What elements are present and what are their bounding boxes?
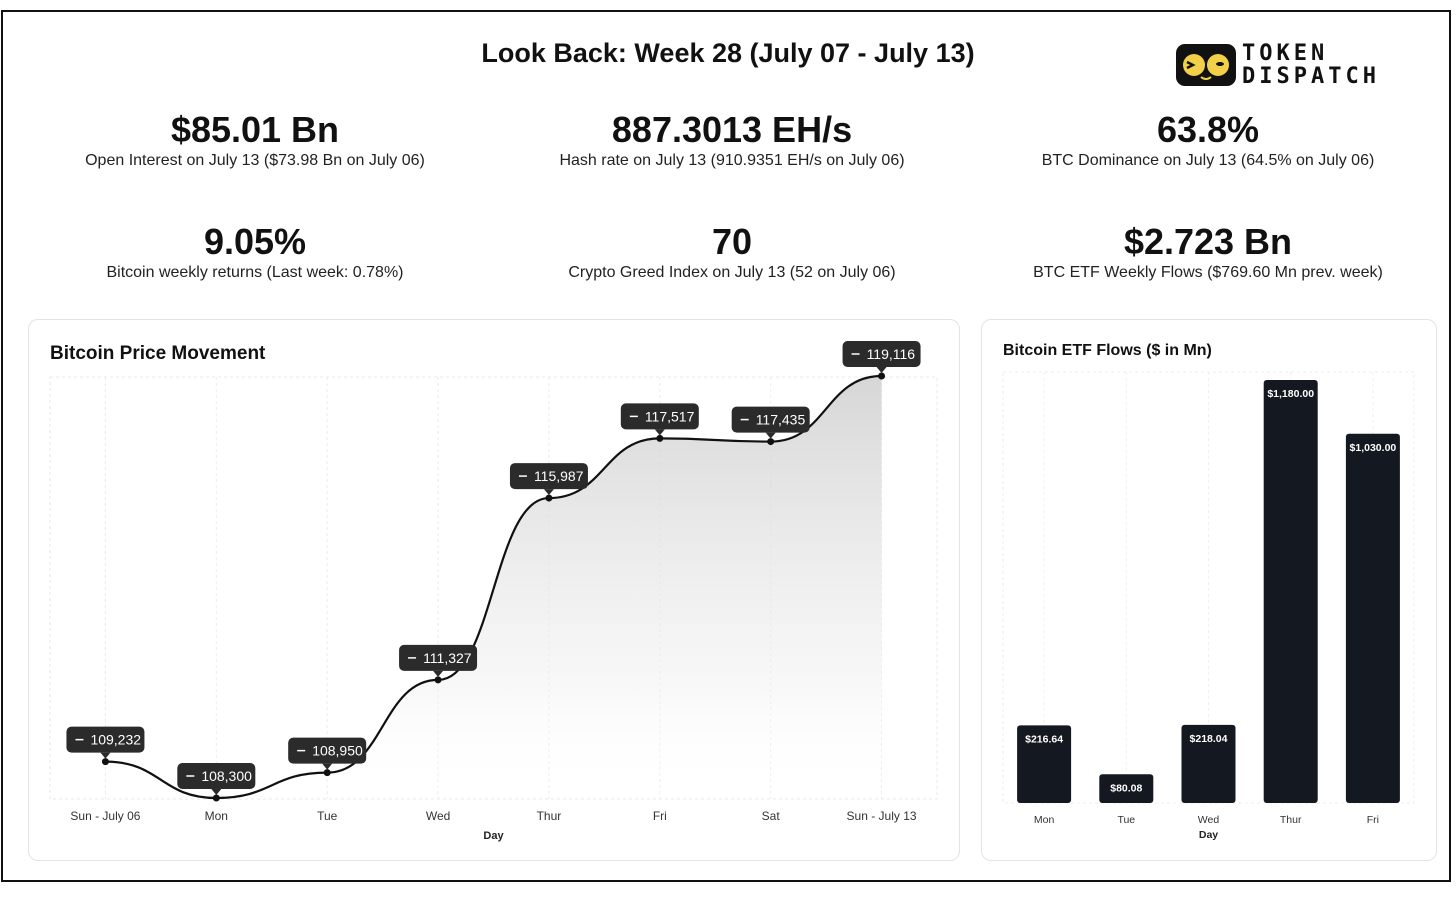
glasses-face-logo-icon bbox=[1176, 44, 1236, 86]
x-tick-label: Tue bbox=[317, 809, 338, 823]
price-data-label: 119,116 bbox=[842, 341, 921, 373]
price-data-label: 111,327 bbox=[399, 644, 478, 677]
page-title: Look Back: Week 28 (July 07 - July 13) bbox=[481, 38, 975, 68]
svg-text:115,987: 115,987 bbox=[534, 468, 584, 484]
stat-label: Bitcoin weekly returns (Last week: 0.78%… bbox=[106, 264, 404, 281]
price-data-label: 109,232 bbox=[66, 726, 145, 759]
x-tick-label: Thur bbox=[537, 809, 562, 823]
brand-wordmark: TOKEN DISPATCH bbox=[1242, 42, 1380, 88]
stat-value: 887.3013 EH/s bbox=[611, 109, 853, 150]
x-tick-label: Fri bbox=[653, 809, 667, 823]
stat-hash-rate: 887.3013 EH/s Hash rate on July 13 (910.… bbox=[492, 110, 972, 170]
x-tick-label: Sun - July 06 bbox=[70, 809, 140, 823]
stat-value: $85.01 Bn bbox=[170, 109, 340, 150]
price-point[interactable] bbox=[101, 758, 109, 766]
price-point[interactable] bbox=[212, 794, 220, 802]
stat-label: Hash rate on July 13 (910.9351 EH/s on J… bbox=[559, 152, 905, 169]
price-data-label: 117,435 bbox=[731, 406, 810, 439]
price-point[interactable] bbox=[767, 438, 775, 446]
etf-chart-card bbox=[981, 319, 1437, 861]
svg-text:117,435: 117,435 bbox=[756, 412, 806, 428]
stat-label: Open Interest on July 13 ($73.98 Bn on J… bbox=[85, 152, 425, 169]
stat-etf-flows: $2.723 Bn BTC ETF Weekly Flows ($769.60 … bbox=[968, 222, 1448, 282]
price-data-label: 115,987 bbox=[509, 463, 588, 496]
stat-label: BTC ETF Weekly Flows ($769.60 Mn prev. w… bbox=[1033, 264, 1383, 281]
price-point[interactable] bbox=[656, 434, 664, 442]
etf-chart-title: Bitcoin ETF Flows ($ in Mn) bbox=[1003, 342, 1212, 359]
svg-text:119,116: 119,116 bbox=[867, 346, 916, 362]
svg-text:108,300: 108,300 bbox=[201, 768, 252, 784]
price-point[interactable] bbox=[878, 372, 886, 380]
svg-text:108,950: 108,950 bbox=[312, 743, 363, 759]
stat-value: $2.723 Bn bbox=[1123, 221, 1293, 262]
svg-text:117,517: 117,517 bbox=[645, 408, 695, 424]
stat-label: Crypto Greed Index on July 13 (52 on Jul… bbox=[568, 264, 896, 281]
x-axis-label: Day bbox=[483, 830, 504, 842]
price-point[interactable] bbox=[545, 494, 553, 502]
price-chart-title: Bitcoin Price Movement bbox=[50, 343, 266, 364]
stat-value: 63.8% bbox=[1156, 109, 1260, 150]
brand-logo: TOKEN DISPATCH bbox=[1176, 42, 1416, 92]
stat-weekly-returns: 9.05% Bitcoin weekly returns (Last week:… bbox=[15, 222, 495, 282]
price-line bbox=[105, 374, 882, 800]
stat-value: 9.05% bbox=[203, 221, 307, 262]
brand-line-1: TOKEN bbox=[1242, 41, 1329, 66]
price-area bbox=[105, 376, 882, 799]
price-data-label: 108,300 bbox=[177, 763, 256, 795]
price-data-label: 117,517 bbox=[620, 403, 699, 436]
x-tick-label: Sun - July 13 bbox=[847, 809, 917, 823]
x-tick-label: Mon bbox=[205, 809, 228, 823]
x-tick-label: Wed bbox=[426, 809, 450, 823]
stat-greed-index: 70 Crypto Greed Index on July 13 (52 on … bbox=[492, 222, 972, 282]
x-tick-label: Sat bbox=[762, 809, 781, 823]
svg-text:111,327: 111,327 bbox=[423, 650, 472, 666]
stat-open-interest: $85.01 Bn Open Interest on July 13 ($73.… bbox=[15, 110, 495, 170]
brand-line-2: DISPATCH bbox=[1242, 64, 1380, 89]
price-point[interactable] bbox=[323, 769, 331, 777]
svg-text:109,232: 109,232 bbox=[90, 732, 141, 748]
stat-value: 70 bbox=[711, 221, 753, 262]
price-point[interactable] bbox=[434, 676, 442, 684]
stat-label: BTC Dominance on July 13 (64.5% on July … bbox=[1041, 152, 1375, 169]
price-data-label: 108,950 bbox=[288, 737, 367, 770]
stat-btc-dominance: 63.8% BTC Dominance on July 13 (64.5% on… bbox=[968, 110, 1448, 170]
